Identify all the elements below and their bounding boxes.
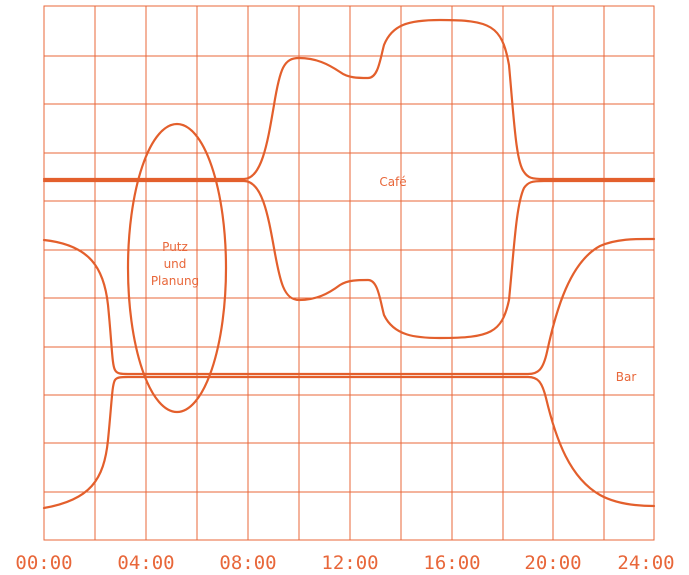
tick-label-2400: 24:00 — [617, 552, 674, 574]
time-axis: 00:00 04:00 08:00 12:00 16:00 20:00 24:0… — [15, 552, 674, 574]
tick-label-1200: 12:00 — [321, 552, 378, 574]
grid-frame — [43, 5, 655, 541]
time-grid — [44, 6, 654, 540]
cafe-band-upper-line — [42, 18, 656, 181]
tick-label-0000: 00:00 — [15, 552, 72, 574]
bar-label: Bar — [616, 370, 637, 384]
cafe-band-lower-line — [42, 179, 656, 340]
tick-label-0400: 04:00 — [117, 552, 174, 574]
bar-band-lower-line — [42, 375, 656, 510]
tick-label-1600: 16:00 — [423, 552, 480, 574]
putz-label-line3: Planung — [151, 274, 199, 288]
tick-label-0800: 08:00 — [219, 552, 276, 574]
putz-planung-ellipse — [126, 122, 228, 414]
flow-lines — [42, 18, 656, 510]
tick-label-2000: 20:00 — [524, 552, 581, 574]
putz-label-line2: und — [164, 257, 187, 271]
bar-band-upper-line — [42, 237, 656, 376]
cafe-label: Café — [379, 175, 406, 189]
putz-label-line1: Putz — [162, 240, 188, 254]
